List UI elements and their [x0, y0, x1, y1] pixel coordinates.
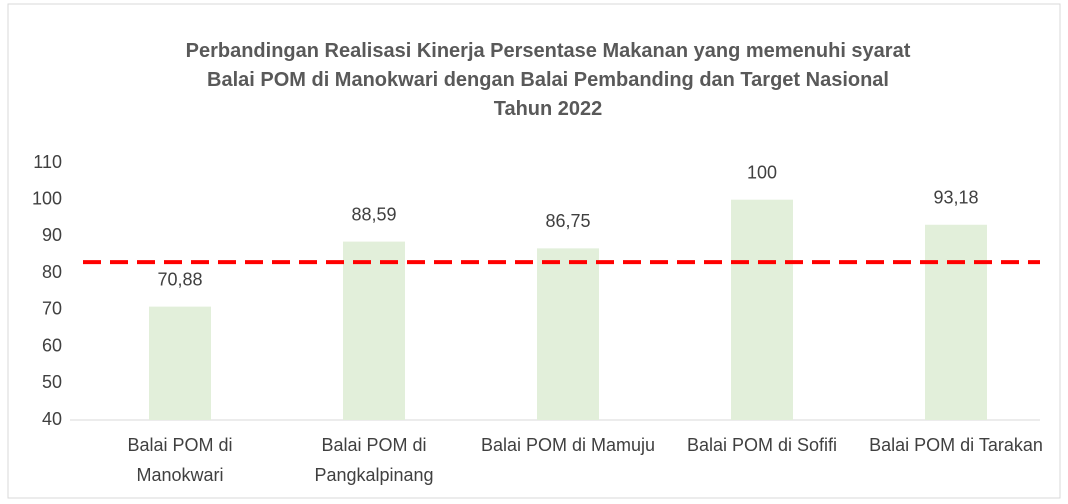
- y-tick-label: 80: [42, 262, 62, 282]
- y-tick-label: 60: [42, 335, 62, 355]
- x-tick-label: Balai POM di Sofifi: [687, 435, 837, 455]
- y-tick-label: 50: [42, 372, 62, 392]
- x-tick-label: Balai POM di Pangkalpinang: [314, 435, 433, 485]
- data-label: 88,59: [351, 204, 396, 224]
- chart-title: Perbandingan Realisasi Kinerja Persentas…: [186, 40, 911, 120]
- data-label: 86,75: [545, 211, 590, 231]
- y-tick-label: 110: [33, 152, 62, 172]
- bar: [537, 248, 599, 420]
- y-tick-label: 40: [42, 409, 62, 429]
- bar: [925, 224, 987, 420]
- y-tick-label: 90: [42, 225, 62, 245]
- data-label: 93,18: [933, 188, 978, 208]
- data-label: 100: [747, 162, 777, 182]
- bar: [343, 241, 405, 420]
- y-tick-label: 100: [32, 188, 62, 208]
- x-tick-label: Balai POM di Tarakan: [869, 435, 1043, 455]
- x-tick-label: Balai POM di Mamuju: [481, 435, 655, 455]
- bar: [149, 306, 211, 420]
- x-tick-label: Balai POM di Manokwari: [127, 435, 232, 485]
- y-tick-label: 70: [42, 299, 62, 319]
- bar: [731, 199, 793, 420]
- data-label: 70,88: [157, 269, 202, 289]
